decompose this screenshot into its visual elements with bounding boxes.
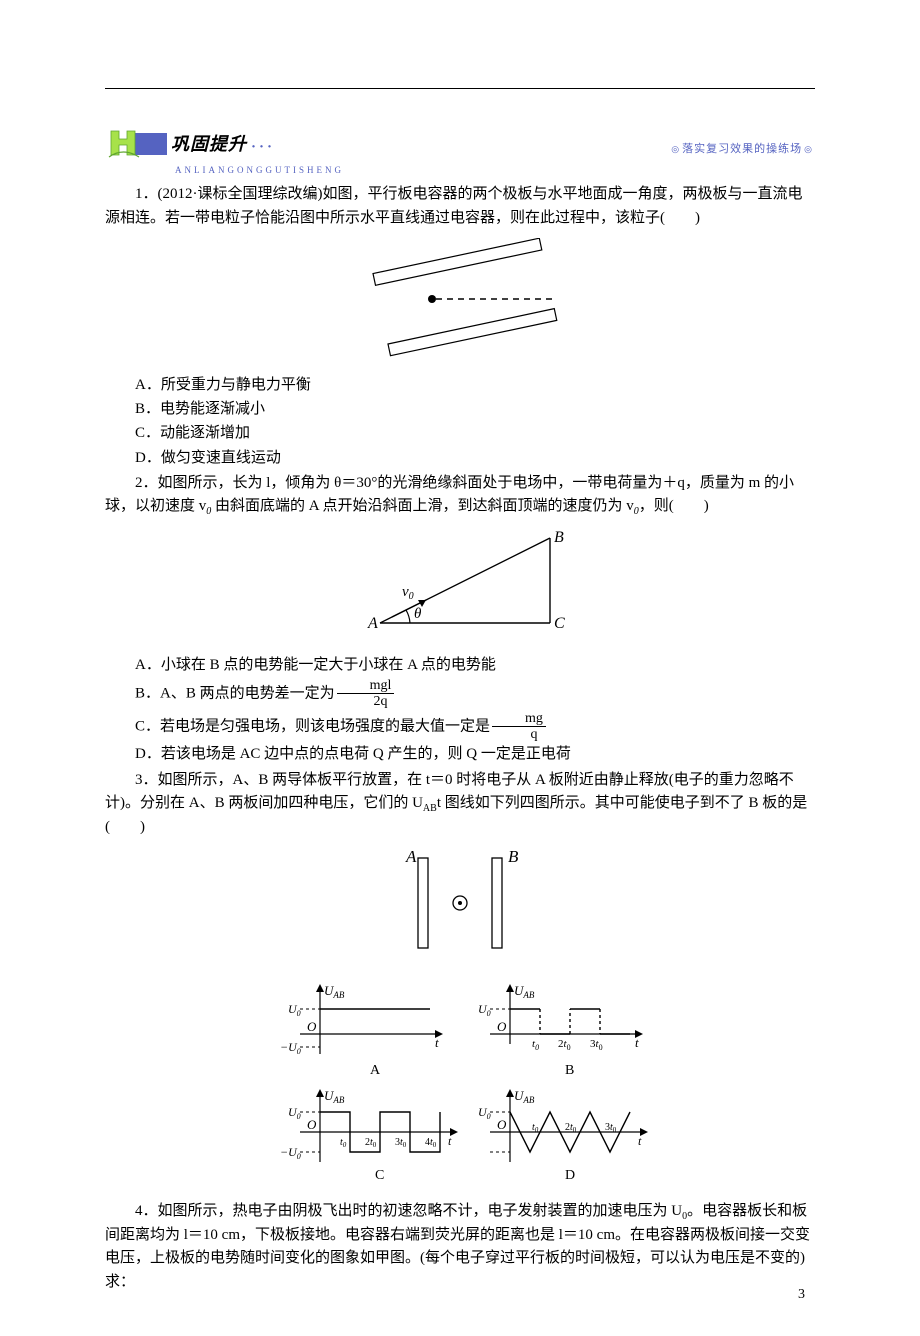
q2-optC-num: mg [492,711,546,727]
svg-text:D: D [565,1168,575,1183]
svg-text:U0: U0 [478,1002,491,1018]
fig-label-A: A [367,615,378,632]
q1-optA: A．所受重力与静电力平衡 [105,374,815,397]
svg-text:B: B [565,1063,574,1078]
svg-text:UAB: UAB [324,983,345,1000]
badge-logo-icon [105,125,169,159]
q4-stem-a: 4．如图所示，热电子由阴极飞出时的初速忽略不计，电子发射装置的加速电压为 U [135,1203,682,1219]
badge: 巩固提升 ··· [105,125,275,159]
svg-text:A: A [370,1063,381,1078]
svg-text:t: t [448,1134,452,1148]
q2-optC-pre: C．若电场是匀强电场，则该电场强度的最大值一定是 [135,718,490,734]
svg-text:2t0: 2t0 [558,1038,571,1052]
svg-text:U0: U0 [288,1002,301,1018]
svg-text:2t0: 2t0 [565,1122,577,1134]
q2-optB-num: mgl [337,678,395,694]
page-number: 3 [798,1284,805,1306]
svg-text:UAB: UAB [514,983,535,1000]
section-header: 巩固提升 ··· 落实复习效果的操练场 [105,125,815,159]
q1-options: A．所受重力与静电力平衡 B．电势能逐渐减小 C．动能逐渐增加 D．做匀变速直线… [105,374,815,470]
fig-label-B: B [554,529,564,546]
q2-optC-den: q [492,727,546,742]
svg-text:A: A [405,848,417,866]
q1-figure [105,238,815,366]
q2-stem-c: ，则( ) [639,498,709,514]
q2-stem: 2．如图所示，长为 l，倾角为 θ＝30°的光滑绝缘斜面处于电场中，一带电荷量为… [105,472,815,520]
svg-text:O: O [307,1019,317,1034]
svg-text:C: C [375,1168,384,1183]
svg-text:4t0: 4t0 [425,1137,437,1149]
badge-dots: ··· [251,135,275,159]
fig-label-C: C [554,615,565,632]
svg-text:t0: t0 [532,1038,539,1052]
q3-stem: 3．如图所示，A、B 两导体板平行放置，在 t＝0 时将电子从 A 板附近由静止… [105,769,815,840]
q3-figure-charts: UAB U0 O −U0 t A UAB U0 O t0 2t0 [105,974,815,1192]
svg-text:3t0: 3t0 [605,1122,617,1134]
q1-optC: C．动能逐渐增加 [105,422,815,445]
svg-text:O: O [497,1117,507,1132]
q2-optC: C．若电场是匀强电场，则该电场强度的最大值一定是mgq [105,711,815,743]
svg-text:UAB: UAB [324,1088,345,1105]
svg-text:t: t [435,1035,439,1050]
svg-text:B: B [508,848,519,866]
q1-optD: D．做匀变速直线运动 [105,447,815,470]
svg-text:O: O [307,1117,317,1132]
svg-text:−U0: −U0 [280,1040,301,1056]
svg-text:t0: t0 [340,1137,347,1149]
slogan: 落实复习效果的操练场 [669,141,815,159]
badge-title: 巩固提升 [171,130,247,159]
svg-text:O: O [497,1019,507,1034]
q2-optD: D．若该电场是 AC 边中点的点电荷 Q 产生的，则 Q 一定是正电荷 [105,743,815,766]
q1-optB: B．电势能逐渐减小 [105,398,815,421]
badge-subtitle: ANLIANGONGGUTISHENG [175,163,815,177]
fig-label-v0: v0 [402,584,414,602]
q2-optA: A．小球在 B 点的电势能一定大于小球在 A 点的电势能 [105,654,815,677]
q1-stem: 1．(2012·课标全国理综改编)如图，平行板电容器的两个极板与水平地面成一角度… [105,183,815,230]
q4-stem: 4．如图所示，热电子由阴极飞出时的初速忽略不计，电子发射装置的加速电压为 U0。… [105,1200,815,1294]
q2-optB-pre: B．A、B 两点的电势差一定为 [135,685,335,701]
q2-stem-b: 由斜面底端的 A 点开始沿斜面上滑，到达斜面顶端的速度仍为 v [211,498,634,514]
svg-text:3t0: 3t0 [395,1137,407,1149]
q2-optB: B．A、B 两点的电势差一定为mgl2q [105,678,815,710]
svg-text:U0: U0 [288,1105,301,1121]
svg-text:t: t [635,1035,639,1050]
top-rule [105,88,815,89]
q2-optB-den: 2q [337,694,395,709]
svg-text:U0: U0 [478,1105,491,1121]
q2-options: A．小球在 B 点的电势能一定大于小球在 A 点的电势能 B．A、B 两点的电势… [105,654,815,767]
q3-figure-top: A B [105,848,815,966]
svg-text:2t0: 2t0 [365,1137,377,1149]
svg-text:t0: t0 [532,1122,539,1134]
svg-text:UAB: UAB [514,1088,535,1105]
fig-label-theta: θ [414,606,422,622]
q2-figure: A B C θ v0 [105,528,815,646]
svg-text:t: t [638,1134,642,1148]
svg-text:3t0: 3t0 [590,1038,603,1052]
svg-text:−U0: −U0 [280,1145,301,1161]
